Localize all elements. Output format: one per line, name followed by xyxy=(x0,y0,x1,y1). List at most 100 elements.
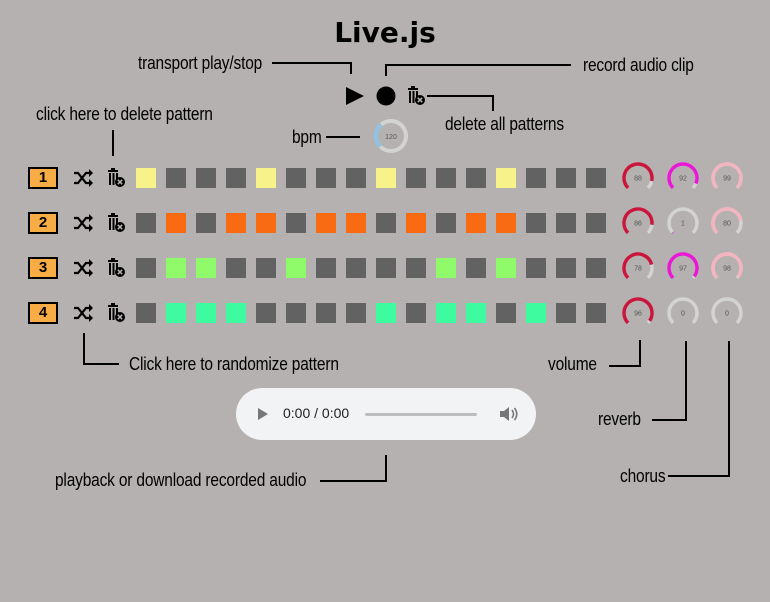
shuffle-icon[interactable] xyxy=(72,167,94,189)
reverb-knob[interactable]: 1 xyxy=(666,206,700,240)
step-cell[interactable] xyxy=(496,213,516,233)
step-cell[interactable] xyxy=(196,213,216,233)
annotation-playback: playback or download recorded audio xyxy=(55,470,307,490)
step-cell[interactable] xyxy=(316,168,336,188)
audio-play-icon[interactable] xyxy=(256,406,270,422)
step-cell[interactable] xyxy=(526,213,546,233)
volume-knob[interactable]: 78 xyxy=(621,251,655,285)
step-cell[interactable] xyxy=(376,168,396,188)
page-title: Live.js xyxy=(334,16,436,49)
step-cell[interactable] xyxy=(196,303,216,323)
bpm-knob[interactable]: 120 xyxy=(372,117,410,155)
step-cell[interactable] xyxy=(256,168,276,188)
chorus-knob[interactable]: 99 xyxy=(710,161,744,195)
play-icon[interactable] xyxy=(345,86,365,106)
trash-icon[interactable] xyxy=(105,257,127,279)
step-cell[interactable] xyxy=(436,213,456,233)
step-cell[interactable] xyxy=(496,258,516,278)
step-cell[interactable] xyxy=(406,213,426,233)
step-cell[interactable] xyxy=(256,258,276,278)
step-cell[interactable] xyxy=(136,168,156,188)
step-cell[interactable] xyxy=(586,213,606,233)
trash-icon[interactable] xyxy=(105,302,127,324)
step-cell[interactable] xyxy=(166,258,186,278)
step-cell[interactable] xyxy=(286,258,306,278)
step-cell[interactable] xyxy=(346,303,366,323)
audio-progress-bar[interactable] xyxy=(365,413,477,416)
step-cell[interactable] xyxy=(466,258,486,278)
step-cell[interactable] xyxy=(196,258,216,278)
step-cell[interactable] xyxy=(586,258,606,278)
step-cell[interactable] xyxy=(256,213,276,233)
step-cell[interactable] xyxy=(376,258,396,278)
trash-icon[interactable] xyxy=(105,167,127,189)
step-cell[interactable] xyxy=(226,303,246,323)
reverb-knob[interactable]: 92 xyxy=(666,161,700,195)
step-cell[interactable] xyxy=(556,213,576,233)
step-cell[interactable] xyxy=(226,168,246,188)
step-cell[interactable] xyxy=(376,213,396,233)
step-cell[interactable] xyxy=(406,258,426,278)
volume-knob-value: 96 xyxy=(634,311,642,318)
annotation-delete-pattern: click here to delete pattern xyxy=(36,104,213,124)
chorus-knob[interactable]: 80 xyxy=(710,206,744,240)
step-cell[interactable] xyxy=(556,168,576,188)
step-cell[interactable] xyxy=(316,258,336,278)
audio-player[interactable]: 0:00 / 0:00 xyxy=(236,388,536,440)
chorus-knob[interactable]: 98 xyxy=(710,251,744,285)
audio-time: 0:00 / 0:00 xyxy=(283,405,350,421)
step-cell[interactable] xyxy=(586,303,606,323)
trash-icon[interactable] xyxy=(105,212,127,234)
step-cell[interactable] xyxy=(466,303,486,323)
step-cell[interactable] xyxy=(166,213,186,233)
step-cell[interactable] xyxy=(436,303,456,323)
step-cell[interactable] xyxy=(556,303,576,323)
step-cell[interactable] xyxy=(166,303,186,323)
step-cell[interactable] xyxy=(226,258,246,278)
annotation-transport: transport play/stop xyxy=(138,53,263,73)
step-cell[interactable] xyxy=(346,258,366,278)
step-cell[interactable] xyxy=(196,168,216,188)
reverb-knob-value: 92 xyxy=(679,176,687,183)
step-cell[interactable] xyxy=(166,168,186,188)
step-cell[interactable] xyxy=(496,168,516,188)
record-icon[interactable] xyxy=(376,86,396,106)
reverb-knob[interactable]: 0 xyxy=(666,296,700,330)
step-cell[interactable] xyxy=(346,213,366,233)
step-cell[interactable] xyxy=(376,303,396,323)
step-cell[interactable] xyxy=(226,213,246,233)
step-cell[interactable] xyxy=(136,303,156,323)
step-cell[interactable] xyxy=(526,303,546,323)
step-cell[interactable] xyxy=(466,168,486,188)
step-cell[interactable] xyxy=(526,258,546,278)
step-cell[interactable] xyxy=(586,168,606,188)
step-cell[interactable] xyxy=(466,213,486,233)
step-cell[interactable] xyxy=(556,258,576,278)
step-cell[interactable] xyxy=(346,168,366,188)
step-cell[interactable] xyxy=(136,258,156,278)
reverb-knob[interactable]: 97 xyxy=(666,251,700,285)
step-cell[interactable] xyxy=(436,258,456,278)
volume-knob[interactable]: 96 xyxy=(621,296,655,330)
step-cell[interactable] xyxy=(316,303,336,323)
chorus-knob[interactable]: 0 xyxy=(710,296,744,330)
shuffle-icon[interactable] xyxy=(72,257,94,279)
step-cell[interactable] xyxy=(286,168,306,188)
step-cell[interactable] xyxy=(496,303,516,323)
step-cell[interactable] xyxy=(406,303,426,323)
step-cell[interactable] xyxy=(436,168,456,188)
step-cell[interactable] xyxy=(286,213,306,233)
step-cell[interactable] xyxy=(136,213,156,233)
step-cell[interactable] xyxy=(256,303,276,323)
shuffle-icon[interactable] xyxy=(72,302,94,324)
step-cell[interactable] xyxy=(316,213,336,233)
volume-knob[interactable]: 88 xyxy=(621,161,655,195)
step-cell[interactable] xyxy=(286,303,306,323)
volume-knob[interactable]: 86 xyxy=(621,206,655,240)
shuffle-icon[interactable] xyxy=(72,212,94,234)
volume-icon[interactable] xyxy=(499,405,519,423)
step-cell[interactable] xyxy=(406,168,426,188)
annotation-chorus: chorus xyxy=(620,466,666,486)
delete-all-trash-icon[interactable] xyxy=(405,85,427,107)
step-cell[interactable] xyxy=(526,168,546,188)
